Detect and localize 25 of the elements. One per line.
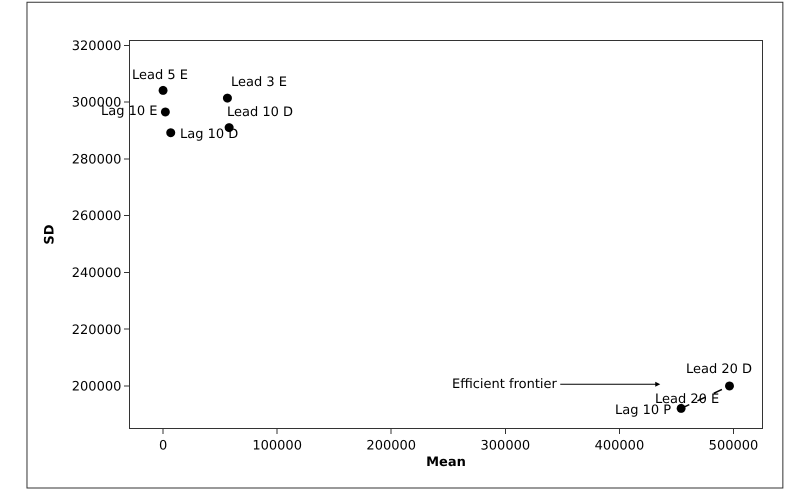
x-tick-label: 500000 bbox=[708, 438, 758, 454]
annotation: Lead 3 E bbox=[231, 75, 287, 90]
x-axis-title: Mean bbox=[426, 455, 466, 470]
y-tick-label: 220000 bbox=[72, 322, 122, 338]
point bbox=[166, 128, 176, 138]
x-tick-label: 400000 bbox=[594, 438, 644, 454]
y-tick-label: 280000 bbox=[72, 152, 122, 168]
annotation: Lag 10 P bbox=[615, 403, 672, 418]
x-tick-label: 0 bbox=[158, 438, 168, 454]
point bbox=[158, 86, 168, 95]
y-axis-title: SD bbox=[42, 224, 58, 245]
x-tick-label: 200000 bbox=[366, 438, 416, 454]
x-tick-label: 300000 bbox=[480, 438, 530, 454]
x-tick-label: 100000 bbox=[252, 438, 302, 454]
annotation: Lead 5 E bbox=[132, 68, 188, 83]
y-tick-label: 320000 bbox=[72, 38, 122, 54]
point bbox=[724, 381, 734, 390]
annotation: Lead 10 D bbox=[227, 105, 294, 120]
point bbox=[160, 107, 170, 116]
annotation: Efficient frontier bbox=[452, 377, 558, 392]
y-tick-label: 200000 bbox=[72, 380, 122, 395]
y-tick-label: 240000 bbox=[72, 266, 122, 281]
y-tick-label: 260000 bbox=[72, 209, 122, 224]
point bbox=[222, 94, 232, 103]
annotation: Lead 20 D bbox=[686, 362, 752, 377]
